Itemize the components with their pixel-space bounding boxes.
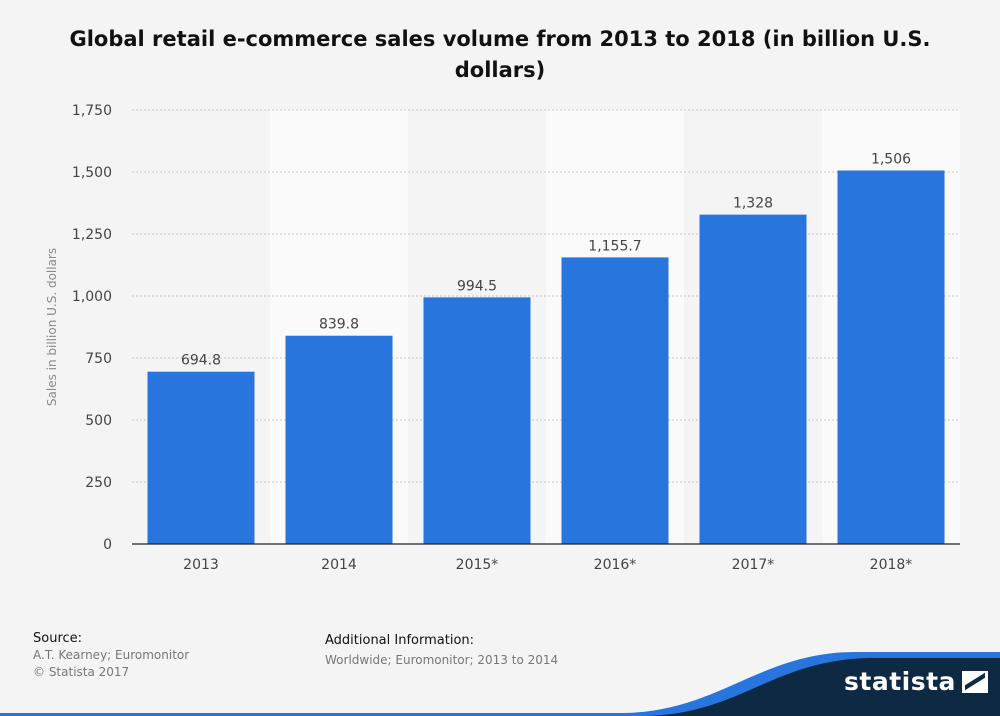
bar[interactable]: [561, 257, 669, 544]
y-tick-label: 0: [103, 537, 112, 553]
x-axis-ticks: 2013 2014 2015* 2016* 2017* 2018*: [183, 557, 912, 573]
y-tick-label: 1,000: [72, 289, 112, 305]
data-label: 994.5: [457, 278, 497, 294]
additional-info-block: Additional Information: Worldwide; Eurom…: [325, 632, 558, 669]
copyright-text: © Statista 2017: [33, 665, 130, 679]
x-tick-label: 2018*: [870, 557, 913, 573]
statista-logo[interactable]: statista: [844, 667, 988, 696]
x-tick-label: 2013: [183, 557, 219, 573]
bar[interactable]: [285, 335, 393, 544]
y-tick-label: 250: [85, 475, 112, 491]
y-tick-label: 1,500: [72, 165, 112, 181]
x-tick-label: 2016*: [594, 557, 637, 573]
source-text: A.T. Kearney; Euromonitor: [33, 648, 190, 662]
x-tick-label: 2014: [321, 557, 357, 573]
statista-logo-icon: [961, 670, 988, 693]
bar[interactable]: [423, 297, 531, 544]
additional-info-heading: Additional Information:: [325, 633, 475, 648]
bars: [147, 170, 945, 544]
data-labels: 694.8 839.8 994.5 1,155.7 1,328 1,506: [181, 152, 911, 369]
source-heading: Source:: [33, 631, 83, 646]
data-label: 694.8: [181, 353, 221, 369]
y-tick-label: 750: [85, 351, 112, 367]
footer-wave-dark: [640, 658, 1000, 716]
y-axis-label: Sales in billion U.S. dollars: [45, 248, 59, 406]
y-tick-label: 1,250: [72, 227, 112, 243]
y-axis-ticks: 0 250 500 750 1,000 1,250 1,500 1,750: [72, 103, 112, 553]
bar[interactable]: [147, 371, 255, 544]
y-tick-label: 1,750: [72, 103, 112, 119]
bar[interactable]: [837, 170, 945, 544]
y-tick-label: 500: [85, 413, 112, 429]
data-label: 1,155.7: [588, 238, 641, 254]
bar[interactable]: [699, 214, 807, 544]
x-tick-label: 2015*: [456, 557, 499, 573]
data-label: 1,506: [871, 152, 911, 168]
logo-wordmark: statista: [844, 667, 956, 696]
additional-info-text: Worldwide; Euromonitor; 2013 to 2014: [325, 653, 559, 667]
data-label: 839.8: [319, 317, 359, 333]
source-block: Source: A.T. Kearney; Euromonitor © Stat…: [33, 630, 189, 681]
x-tick-label: 2017*: [732, 557, 775, 573]
gridlines: [132, 109, 960, 483]
data-label: 1,328: [733, 196, 773, 212]
chart-title: Global retail e-commerce sales volume fr…: [69, 27, 931, 82]
